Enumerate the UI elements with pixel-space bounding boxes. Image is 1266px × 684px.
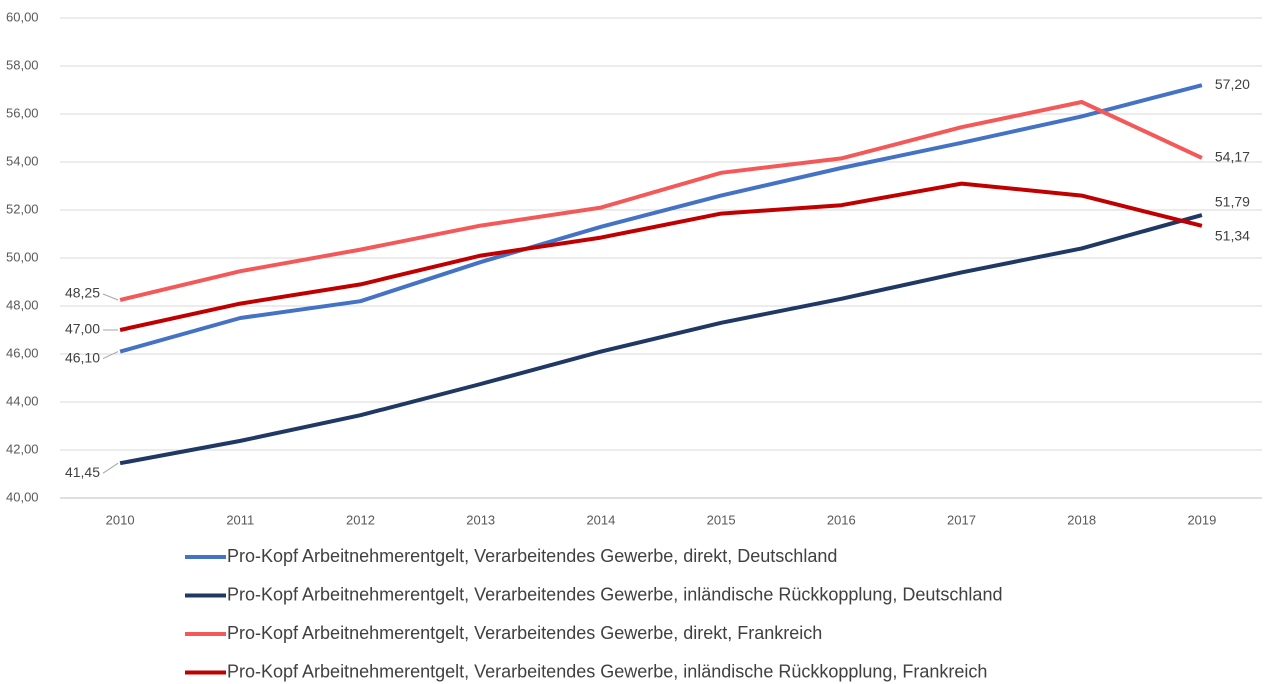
x-tick-label: 2016: [827, 512, 856, 527]
data-label: 47,00: [65, 321, 100, 337]
data-label: 48,25: [65, 285, 100, 301]
leader-line: [102, 462, 119, 474]
y-tick-label: 58,00: [6, 57, 39, 72]
y-tick-label: 60,00: [6, 9, 39, 24]
data-label: 54,17: [1215, 149, 1250, 165]
x-tick-label: 2017: [947, 512, 976, 527]
data-label: 57,20: [1215, 76, 1250, 92]
leader-line: [102, 351, 119, 360]
y-tick-label: 48,00: [6, 297, 39, 312]
y-tick-label: 42,00: [6, 441, 39, 456]
x-tick-label: 2015: [707, 512, 736, 527]
line-series: [119, 181, 1203, 332]
y-tick-label: 52,00: [6, 201, 39, 216]
line-series: [119, 83, 1203, 354]
line-series: [119, 213, 1203, 466]
line-series: [119, 100, 1203, 302]
data-label: 41,45: [65, 464, 100, 480]
legend-label: Pro-Kopf Arbeitnehmerentgelt, Verarbeite…: [227, 623, 822, 643]
x-tick-label: 2010: [106, 512, 135, 527]
y-tick-label: 44,00: [6, 393, 39, 408]
x-tick-label: 2018: [1067, 512, 1096, 527]
leader-line: [102, 293, 119, 301]
y-tick-label: 46,00: [6, 345, 39, 360]
x-tick-label: 2012: [346, 512, 375, 527]
y-tick-label: 40,00: [6, 489, 39, 504]
y-tick-label: 50,00: [6, 249, 39, 264]
y-tick-label: 54,00: [6, 153, 39, 168]
data-label: 46,10: [65, 349, 100, 365]
legend-label: Pro-Kopf Arbeitnehmerentgelt, Verarbeite…: [227, 546, 837, 566]
legend-label: Pro-Kopf Arbeitnehmerentgelt, Verarbeite…: [227, 584, 1002, 604]
x-tick-label: 2014: [586, 512, 615, 527]
data-label: 51,34: [1215, 228, 1250, 244]
x-tick-label: 2019: [1187, 512, 1216, 527]
x-tick-label: 2013: [466, 512, 495, 527]
x-tick-label: 2011: [226, 512, 254, 527]
legend-label: Pro-Kopf Arbeitnehmerentgelt, Verarbeite…: [227, 661, 987, 681]
data-label: 51,79: [1215, 194, 1250, 210]
y-tick-label: 56,00: [6, 105, 39, 120]
